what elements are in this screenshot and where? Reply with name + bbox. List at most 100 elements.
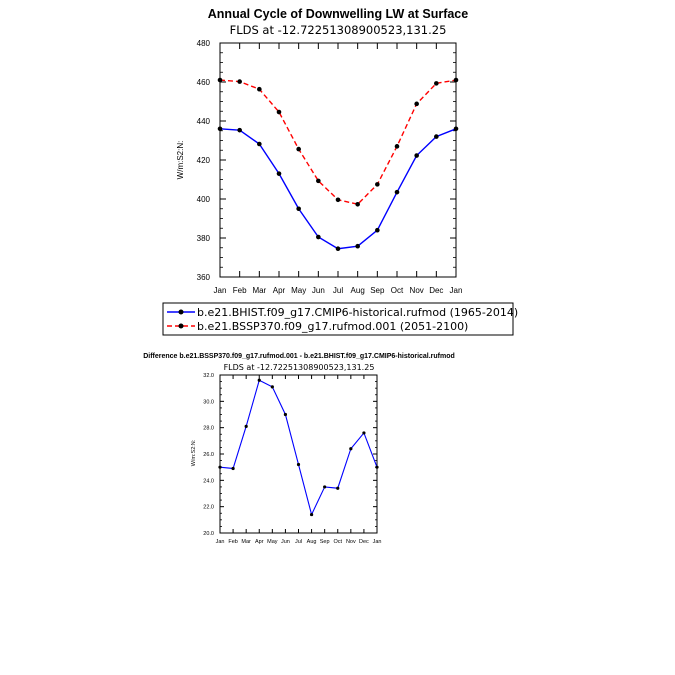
chart-1-series-2-point xyxy=(296,146,301,152)
chart-2-series-1-point xyxy=(257,378,261,382)
chart-1-series-2-point xyxy=(335,197,341,203)
chart-2-series-1-point xyxy=(323,485,327,489)
chart-2: Difference b.e21.BSSP370.f09_g17.rufmod.… xyxy=(143,353,455,545)
chart-1-series-1-point xyxy=(394,189,400,195)
chart-1-y-tick-label: 480 xyxy=(197,39,211,48)
chart-2-x-tick-label: Apr xyxy=(255,539,264,545)
chart-2-series-1-point xyxy=(349,447,353,451)
chart-1-series-2-point xyxy=(434,81,439,86)
chart-1-series-2-point xyxy=(276,109,282,115)
chart-2-series-1-point xyxy=(296,462,301,467)
chart-1-series-1-point xyxy=(434,134,439,139)
chart-1-series-1-point xyxy=(453,126,459,132)
legend-item-series-2: b.e21.BSSP370.f09_g17.rufmod.001 (2051-2… xyxy=(167,320,468,333)
legend-marker-series-1 xyxy=(178,309,184,315)
legend-frame xyxy=(162,302,514,336)
chart-1-x-tick-label: Apr xyxy=(273,286,286,295)
chart-1-series-2-point xyxy=(237,79,242,84)
chart-1-y-tick-label: 380 xyxy=(197,234,211,243)
chart-1-series-1-point xyxy=(257,141,262,147)
chart-2-y-tick-label: 30.0 xyxy=(203,399,214,405)
chart-1-x-tick-label: Jul xyxy=(333,286,343,295)
chart-2-series-1-point xyxy=(283,412,288,417)
chart-2-y-tick-label: 26.0 xyxy=(203,452,214,458)
chart-2-y-tick-label: 32.0 xyxy=(203,373,214,379)
chart-2-title: Difference b.e21.BSSP370.f09_g17.rufmod.… xyxy=(143,353,455,360)
chart-1-legend: b.e21.BHIST.f09_g17.CMIP6-historical.ruf… xyxy=(162,302,518,336)
chart-1-x-tick-label: Oct xyxy=(391,286,404,295)
chart-2-series-1-point xyxy=(336,486,340,490)
chart-1-series-1-point xyxy=(375,227,380,233)
chart-2-x-ticks: Jan Feb Mar Apr May Jun Jul Aug Sep Oct Nov Dec Jan xyxy=(216,375,381,545)
chart-1: Annual Cycle of Downwelling LW at Surfac… xyxy=(176,7,468,295)
chart-1-series-2-point xyxy=(355,201,360,207)
chart-1-series-1-point xyxy=(217,126,223,132)
chart-1-x-ticks: Jan Feb Mar Apr May Jun Jul Aug Sep Oct Nov Dec Jan xyxy=(214,43,463,295)
chart-2-x-tick-label: Oct xyxy=(333,539,342,545)
chart-1-x-tick-label: Jun xyxy=(312,286,325,295)
chart-1-y-tick-label: 460 xyxy=(197,78,211,87)
chart-1-x-tick-label: Aug xyxy=(351,286,365,295)
chart-2-x-tick-label: May xyxy=(267,539,278,545)
chart-1-series-1-point xyxy=(414,153,419,158)
chart-1-y-ticks: 360 380 400 420 440 460 480 xyxy=(197,39,456,282)
chart-1-series-2-point xyxy=(453,77,459,83)
chart-1-x-tick-label: Feb xyxy=(233,286,247,295)
chart-1-y-tick-label: 400 xyxy=(197,195,211,204)
chart-1-series-1-point xyxy=(276,171,282,176)
chart-1-series-1-point xyxy=(355,243,360,249)
chart-1-y-axis-label: W/m:S2:N: xyxy=(176,141,185,180)
chart-1-x-tick-label: Jan xyxy=(214,286,227,295)
chart-2-x-tick-label: Sep xyxy=(320,539,330,545)
chart-1-series-1-point xyxy=(316,234,321,240)
chart-1-y-tick-label: 360 xyxy=(197,273,211,282)
chart-2-y-tick-label: 24.0 xyxy=(203,478,214,484)
legend-marker-series-2 xyxy=(178,323,184,329)
chart-2-x-tick-label: Aug xyxy=(307,539,317,545)
chart-2-x-tick-label: Jan xyxy=(216,539,225,545)
chart-2-y-tick-label: 22.0 xyxy=(203,505,214,511)
chart-2-series-1-point xyxy=(375,465,379,469)
chart-2-y-tick-label: 20.0 xyxy=(203,531,214,537)
chart-1-x-tick-label: Jan xyxy=(450,286,463,295)
chart-2-series-1-point xyxy=(244,424,248,428)
chart-2-series-1-point xyxy=(270,385,274,389)
chart-2-x-tick-label: Dec xyxy=(359,539,369,545)
chart-2-series xyxy=(218,378,379,517)
chart-1-series-1-point xyxy=(237,127,242,133)
chart-1-series-1-point xyxy=(296,206,301,212)
chart-1-x-tick-label: Sep xyxy=(370,286,385,295)
chart-2-y-tick-label: 28.0 xyxy=(203,426,214,432)
chart-2-x-tick-label: Nov xyxy=(346,539,356,545)
chart-1-series-2-point xyxy=(217,77,223,83)
chart-1-series xyxy=(217,77,459,252)
chart-1-subtitle: FLDS at -12.72251308900523,131.25 xyxy=(230,23,447,37)
chart-2-x-tick-label: Feb xyxy=(228,539,237,545)
chart-1-series-2-point xyxy=(257,86,262,92)
chart-2-x-tick-label: Jun xyxy=(281,539,290,545)
chart-1-x-tick-label: Mar xyxy=(252,286,266,295)
chart-1-series-2-point xyxy=(316,178,321,184)
chart-2-x-tick-label: Jul xyxy=(295,539,302,545)
chart-2-series-1-point xyxy=(362,431,366,435)
chart-2-x-tick-label: Mar xyxy=(241,539,251,545)
chart-2-series-1-point xyxy=(218,465,222,469)
chart-1-series-2-point xyxy=(375,182,380,187)
legend-label-series-2: b.e21.BSSP370.f09_g17.rufmod.001 (2051-2… xyxy=(197,320,468,333)
chart-1-series-2-point xyxy=(414,101,419,107)
chart-2-subtitle: FLDS at -12.72251308900523,131.25 xyxy=(224,363,375,372)
chart-1-y-tick-label: 440 xyxy=(197,117,211,126)
chart-1-x-tick-label: Nov xyxy=(410,286,424,295)
chart-1-x-tick-label: Dec xyxy=(429,286,443,295)
chart-1-title: Annual Cycle of Downwelling LW at Surfac… xyxy=(208,7,468,21)
legend-item-series-1: b.e21.BHIST.f09_g17.CMIP6-historical.ruf… xyxy=(167,306,518,319)
chart-1-x-tick-label: May xyxy=(291,286,306,295)
chart-1-series-1-point xyxy=(335,246,341,252)
legend-label-series-1: b.e21.BHIST.f09_g17.CMIP6-historical.ruf… xyxy=(197,306,518,319)
chart-2-series-1-point xyxy=(231,466,235,471)
chart-1-series-2-point xyxy=(394,144,400,149)
chart-2-y-axis-label: W/m:S2:N: xyxy=(191,439,197,466)
chart-1-y-tick-label: 420 xyxy=(197,156,211,165)
chart-2-series-1-point xyxy=(309,512,314,517)
